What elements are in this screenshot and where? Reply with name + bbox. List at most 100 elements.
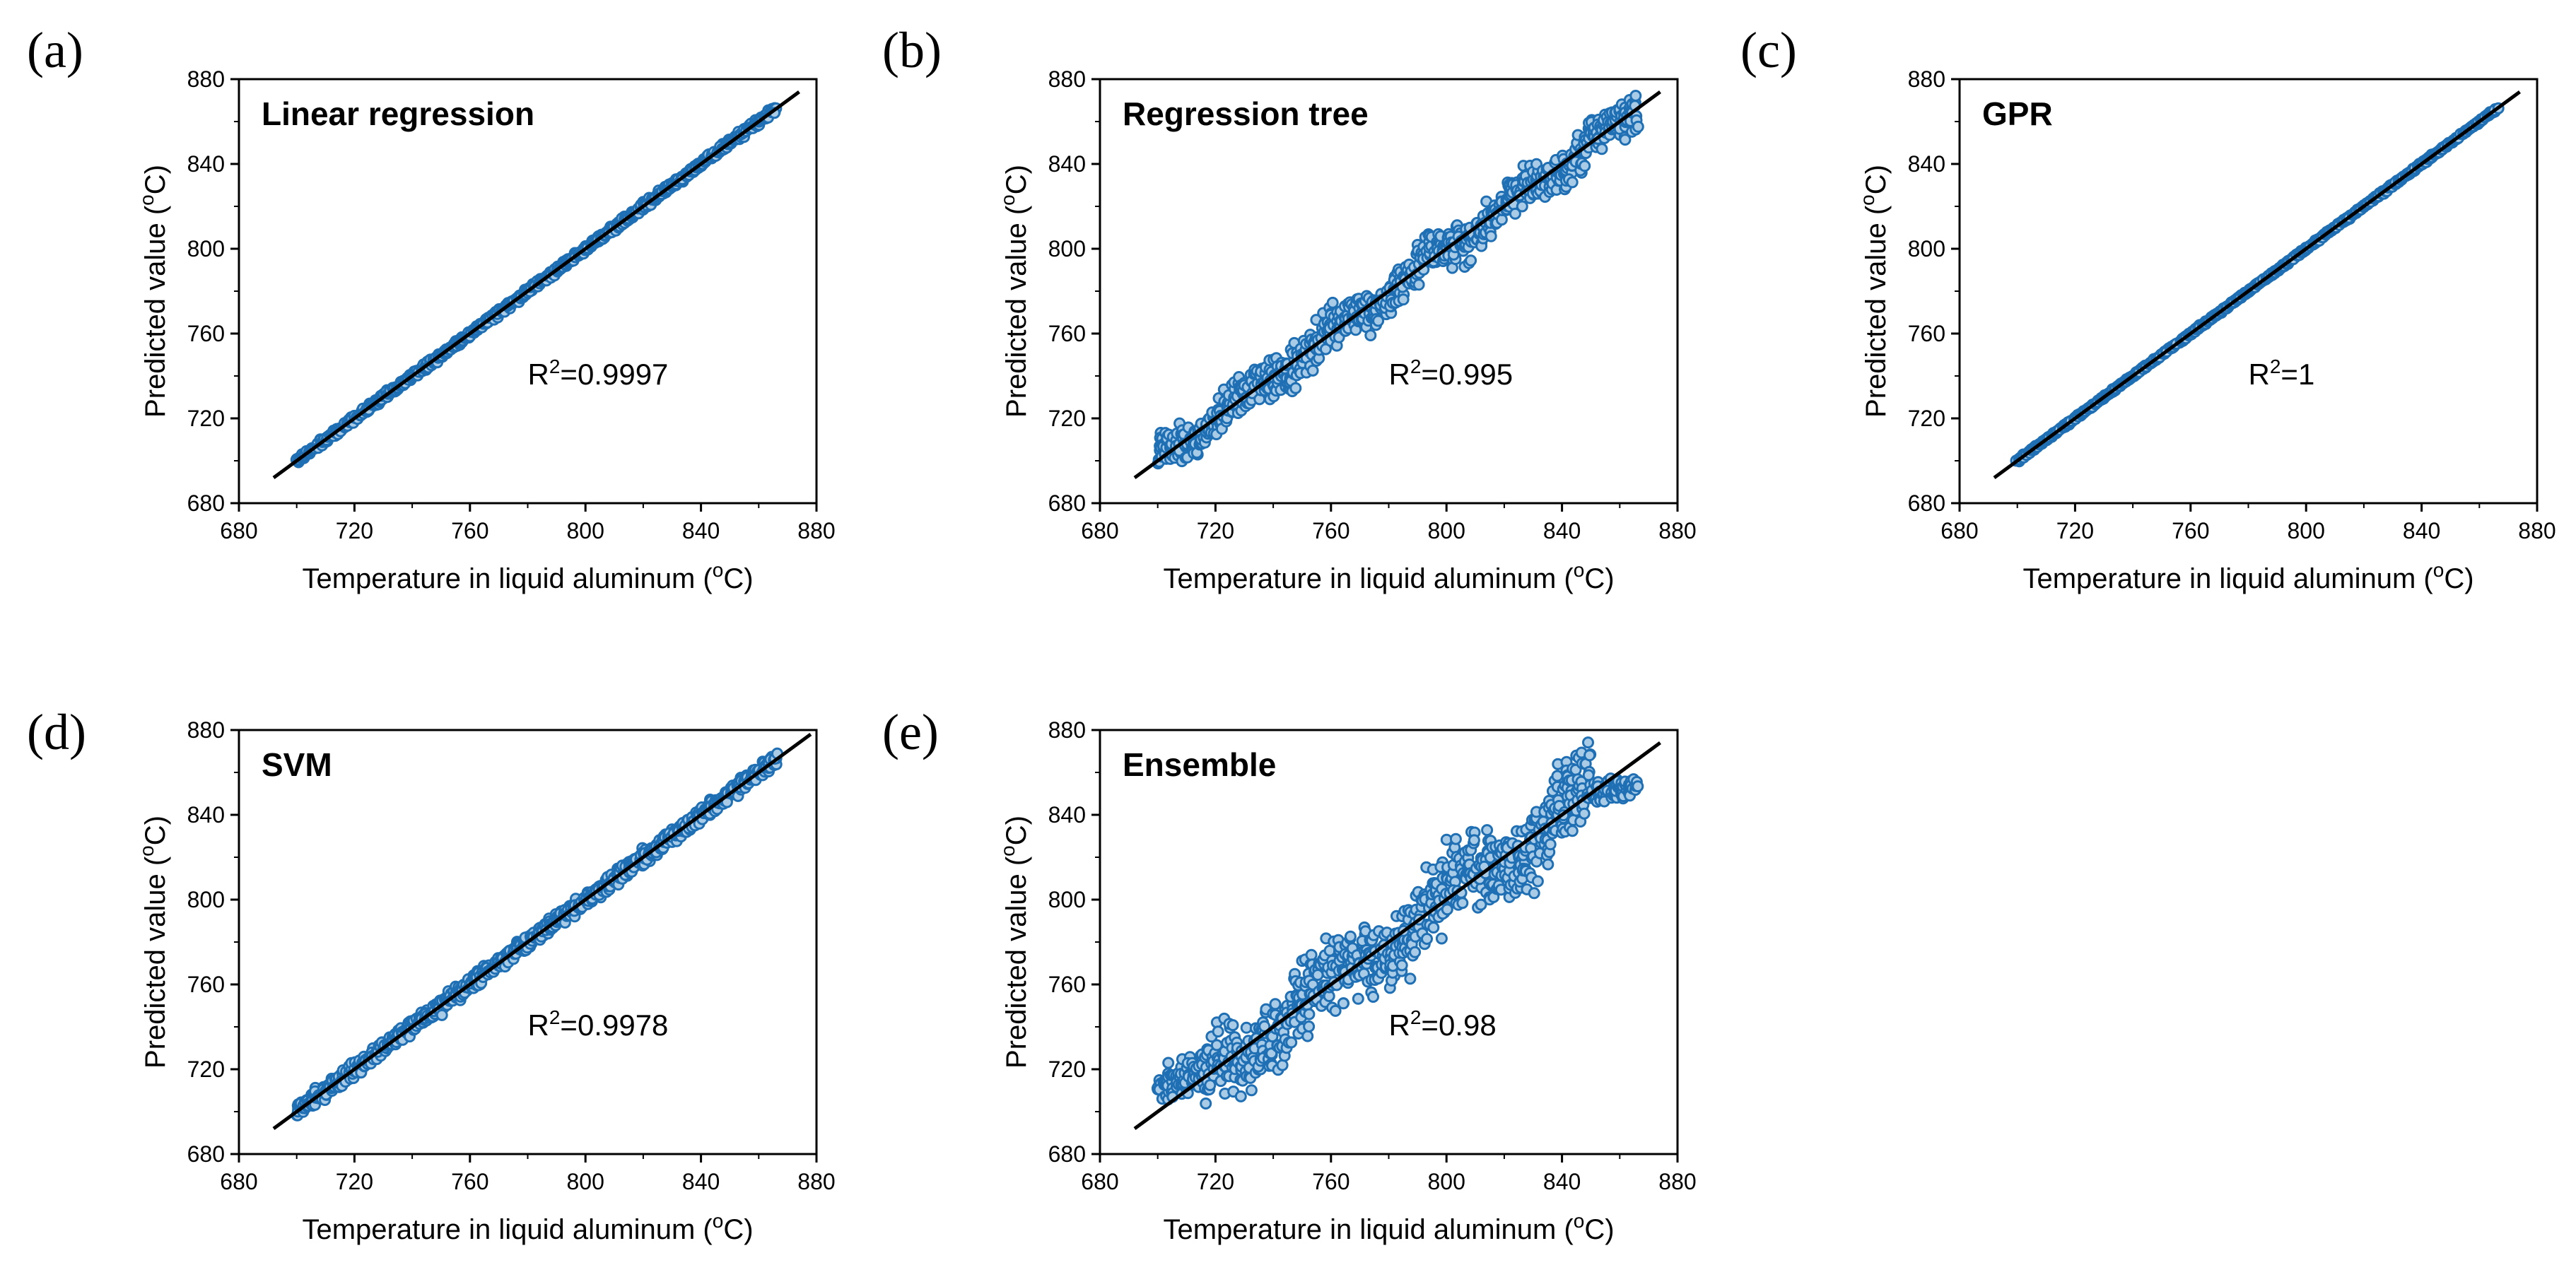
x-tick-label: 800: [1428, 518, 1465, 543]
y-tick-label: 840: [1908, 151, 1945, 177]
y-tick-label: 800: [187, 236, 225, 261]
data-point: [1212, 1025, 1224, 1038]
y-tick-label: 760: [1048, 972, 1086, 997]
data-point: [1475, 898, 1487, 911]
y-tick-label: 720: [187, 406, 225, 431]
chart-title: GPR: [1982, 95, 2053, 132]
data-point: [1629, 90, 1642, 102]
x-tick-label: 680: [220, 518, 257, 543]
x-axis-label: Temperature in liquid aluminum (oC): [2022, 559, 2473, 594]
y-tick-label: 720: [1048, 1057, 1086, 1082]
data-point: [1509, 207, 1521, 220]
x-tick-label: 720: [1197, 518, 1234, 543]
chart-panel-0: (a)680 720 760 800 840 880680720760800840880L…: [27, 22, 836, 594]
fit-line: [272, 90, 800, 480]
scatter-series: [1151, 736, 1644, 1110]
data-point: [1542, 858, 1555, 871]
data-point: [1456, 897, 1469, 910]
x-tick-label: 840: [682, 1169, 720, 1194]
data-point: [1632, 780, 1644, 793]
fit-line: [1133, 90, 1661, 480]
x-tick-label: 760: [1312, 1169, 1350, 1194]
y-tick-label: 680: [1048, 490, 1086, 516]
x-tick-label: 800: [2288, 518, 2325, 543]
fit-line: [1993, 90, 2521, 480]
data-point: [1285, 1036, 1298, 1049]
data-point: [1544, 838, 1557, 851]
y-tick-label: 680: [187, 490, 225, 516]
fit-line: [272, 732, 812, 1131]
data-point: [1579, 160, 1591, 172]
x-tick-label: 760: [451, 518, 488, 543]
chart-title: SVM: [262, 746, 332, 783]
r-squared-label: R2=0.98: [1389, 1006, 1497, 1042]
x-tick-label: 680: [1081, 518, 1118, 543]
x-tick-label: 720: [336, 1169, 373, 1194]
data-point: [1435, 932, 1448, 945]
y-axis-label: Predicted value (oC): [1856, 165, 1892, 418]
y-axis-label: Predicted value (oC): [997, 165, 1032, 418]
fit-line: [1133, 741, 1661, 1131]
data-point: [1200, 1098, 1212, 1110]
r-squared-label: R2=0.9978: [528, 1006, 669, 1042]
data-point: [1485, 230, 1497, 242]
x-tick-label: 840: [2403, 518, 2440, 543]
x-tick-label: 840: [1543, 1169, 1581, 1194]
data-point: [1337, 997, 1350, 1010]
x-tick-label: 720: [2056, 518, 2094, 543]
x-tick-label: 880: [1658, 1169, 1696, 1194]
panel-label: (e): [882, 704, 939, 760]
x-tick-label: 880: [797, 1169, 835, 1194]
x-tick-label: 720: [336, 518, 373, 543]
y-tick-label: 800: [187, 887, 225, 912]
y-tick-label: 760: [1908, 321, 1945, 346]
r-squared-label: R2=0.9997: [528, 355, 669, 391]
y-tick-label: 800: [1908, 236, 1945, 261]
panel-label: (b): [882, 22, 942, 78]
data-point: [1289, 382, 1302, 394]
x-axis-label: Temperature in liquid aluminum (oC): [302, 559, 753, 594]
data-point: [1245, 1084, 1258, 1097]
y-tick-label: 680: [1908, 490, 1945, 516]
x-tick-label: 800: [567, 1169, 604, 1194]
data-point: [1404, 972, 1417, 985]
data-point: [1465, 254, 1477, 267]
x-axis-label: Temperature in liquid aluminum (oC): [302, 1210, 753, 1245]
y-axis-label: Predicted value (oC): [136, 165, 171, 418]
data-point: [1421, 933, 1433, 945]
y-axis-label: Predicted value (oC): [136, 816, 171, 1069]
x-tick-label: 760: [451, 1169, 488, 1194]
data-point: [1412, 278, 1425, 291]
data-point: [1441, 903, 1453, 916]
data-point: [1269, 998, 1282, 1011]
y-tick-label: 760: [1048, 321, 1086, 346]
data-point: [1516, 200, 1528, 213]
x-tick-label: 680: [1940, 518, 1978, 543]
x-tick-label: 680: [220, 1169, 257, 1194]
data-point: [1344, 930, 1357, 943]
panel-label: (d): [27, 704, 86, 760]
y-tick-label: 720: [1908, 406, 1945, 431]
y-axis-label: Predicted value (oC): [997, 816, 1032, 1069]
chart-panel-1: (b)680 720 760 800 840 880680720760800840880R…: [882, 22, 1697, 594]
data-point: [1162, 1057, 1175, 1069]
y-tick-label: 840: [187, 802, 225, 828]
x-axis-label: Temperature in liquid aluminum (oC): [1163, 1210, 1614, 1245]
panel-label: (a): [27, 22, 83, 78]
y-tick-label: 760: [187, 972, 225, 997]
y-tick-label: 880: [187, 66, 225, 92]
y-tick-label: 800: [1048, 887, 1086, 912]
data-point: [1468, 834, 1480, 847]
y-tick-label: 880: [1908, 66, 1945, 92]
data-point: [1528, 887, 1540, 900]
chart-panel-2: (c)680 720 760 800 840 880680720760800840880G…: [1740, 22, 2556, 594]
data-point: [1226, 1019, 1239, 1032]
data-point: [1531, 875, 1544, 888]
y-tick-label: 840: [1048, 802, 1086, 828]
x-tick-label: 760: [2172, 518, 2209, 543]
r-squared-label: R2=0.995: [1389, 355, 1514, 391]
y-tick-label: 880: [187, 717, 225, 743]
data-point: [1481, 824, 1494, 837]
data-point: [1303, 1008, 1316, 1020]
y-tick-label: 720: [1048, 406, 1086, 431]
